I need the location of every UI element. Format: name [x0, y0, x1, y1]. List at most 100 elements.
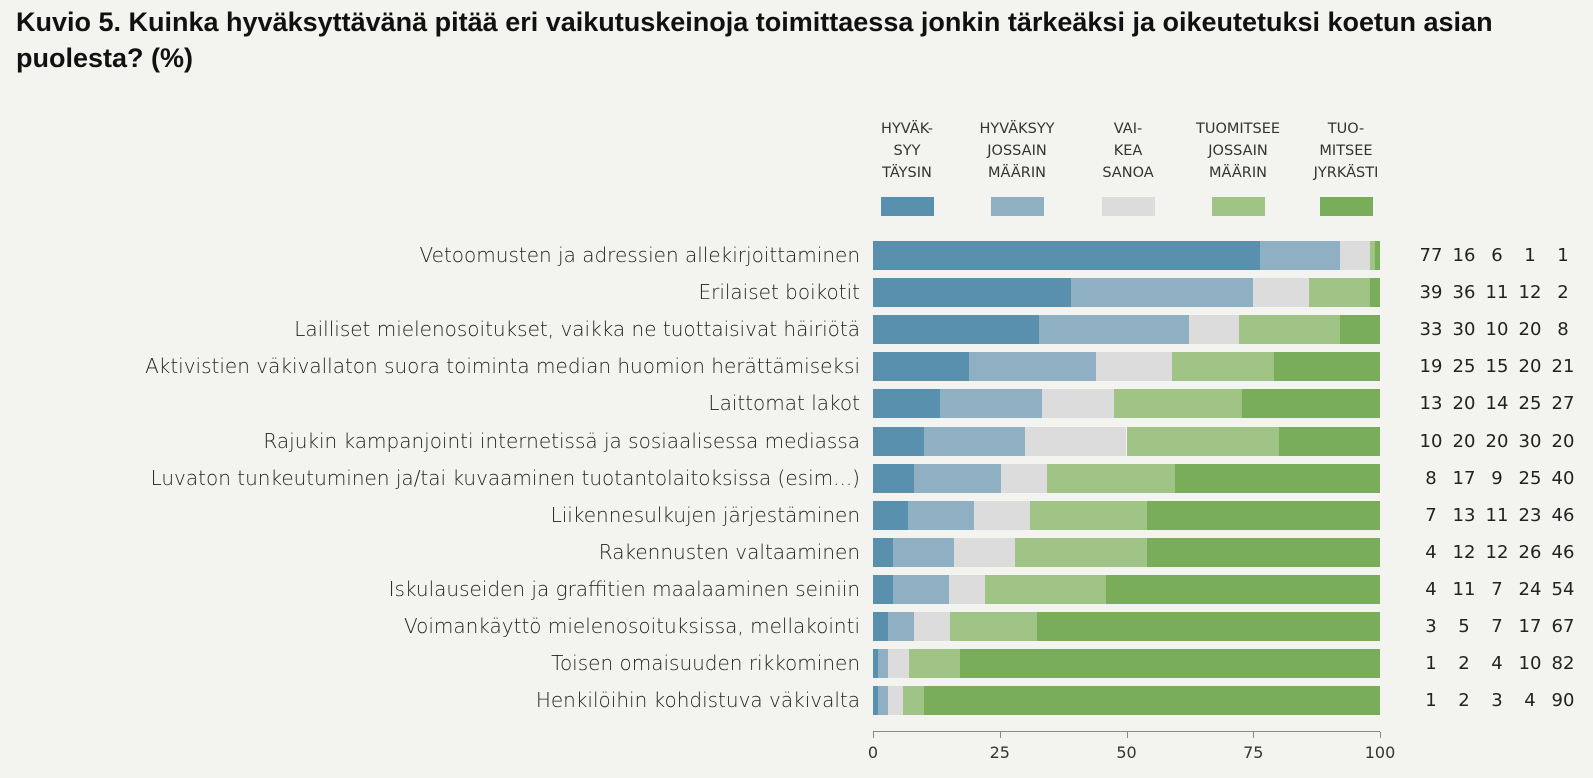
bar-segment: [1025, 426, 1127, 456]
data-label: 82: [1551, 653, 1575, 675]
data-label: 17: [1518, 616, 1542, 637]
bar-segment: [1309, 278, 1370, 308]
legend-label: TUOMITSEE JOSSAIN MÄÄRIN: [1195, 121, 1281, 181]
bar-segment: [949, 612, 1037, 641]
bar-segment: [913, 612, 950, 641]
data-label: 8: [1425, 467, 1437, 489]
bar-segment: [888, 686, 904, 716]
legend-swatch: [1320, 197, 1373, 216]
bar-segment: [873, 500, 909, 530]
legend-label: HYVÄK- SYY TÄYSIN: [881, 121, 933, 181]
data-label: 33: [1419, 319, 1443, 341]
bar-segment: [1369, 241, 1375, 270]
data-label: 19: [1419, 356, 1443, 378]
data-label: 20: [1452, 393, 1476, 415]
bar-segment: [969, 352, 1097, 382]
bar-segment: [1042, 389, 1114, 419]
tick-label: 50: [1116, 743, 1137, 762]
bar-segment: [1339, 241, 1370, 270]
data-label: 13: [1419, 393, 1443, 415]
bar-segment: [878, 686, 889, 716]
category-label: Luvaton tunkeutuminen ja/tai kuvaaminen …: [150, 465, 860, 490]
bar-segment: [888, 612, 914, 641]
data-label: 12: [1518, 282, 1542, 304]
bar-segment: [1146, 500, 1380, 530]
bar-segment: [1030, 500, 1147, 530]
legend-swatch: [881, 197, 934, 216]
bar-segment: [974, 500, 1031, 530]
category-label: Aktivistien väkivallaton suora toiminta …: [145, 354, 860, 379]
tick-label: 25: [989, 743, 1010, 762]
legend-swatch: [1212, 197, 1265, 216]
bar-segment: [923, 426, 1026, 456]
data-label: 14: [1485, 393, 1509, 415]
data-label: 9: [1491, 467, 1503, 489]
tick-mark: [1253, 732, 1255, 738]
legend-label: HYVÄKSYY JOSSAIN MÄÄRIN: [979, 121, 1055, 181]
bar-segment: [873, 463, 914, 493]
data-label: 27: [1551, 393, 1575, 415]
bar-segment: [1047, 463, 1176, 493]
data-label: 8: [1557, 319, 1569, 341]
data-label: 24: [1518, 578, 1542, 600]
data-label: 77: [1419, 245, 1443, 266]
category-label: Rakennusten valtaaminen: [598, 539, 860, 564]
bar-segment: [923, 686, 1380, 716]
data-label: 2: [1458, 690, 1470, 712]
data-label: 13: [1452, 504, 1476, 526]
data-label: 17: [1452, 467, 1476, 489]
data-label: 1: [1557, 245, 1569, 266]
category-label: Erilaiset boikotit: [698, 280, 860, 305]
data-label: 12: [1485, 541, 1509, 563]
data-label: 7: [1425, 504, 1437, 526]
bar-segment: [939, 389, 1042, 419]
data-label: 67: [1551, 616, 1575, 637]
data-label: 46: [1551, 541, 1575, 563]
data-label: 20: [1551, 430, 1575, 452]
category-label: Rajukin kampanjointi internetissä ja sos…: [263, 428, 860, 453]
bar-segment: [913, 463, 1002, 493]
data-label: 25: [1518, 393, 1542, 415]
category-label: Lailliset mielenosoitukset, vaikka ne tu…: [294, 317, 860, 342]
data-label: 20: [1518, 319, 1542, 341]
data-label: 10: [1419, 430, 1443, 452]
bar-segment: [873, 574, 894, 604]
bar-segment: [873, 389, 940, 419]
bar-segment: [1339, 315, 1380, 345]
data-label: 25: [1518, 467, 1542, 489]
bar-segment: [873, 241, 1260, 270]
legend-swatch: [991, 197, 1044, 216]
data-label: 30: [1452, 319, 1476, 341]
bar-segment: [1096, 352, 1173, 382]
data-label: 20: [1518, 356, 1542, 378]
bar-segment: [893, 537, 955, 567]
tick-mark: [1126, 732, 1128, 738]
data-label: 1: [1425, 653, 1437, 675]
data-label: 4: [1425, 578, 1437, 600]
data-label: 11: [1485, 282, 1509, 304]
category-label: Iskulauseiden ja graffitien maalaaminen …: [388, 576, 860, 601]
bar-segment: [1001, 463, 1048, 493]
tick-label: 75: [1243, 743, 1264, 762]
bar-segment: [873, 612, 889, 641]
bar-segment: [984, 574, 1107, 604]
bar-segment: [1278, 426, 1380, 456]
data-label: 1: [1524, 245, 1536, 266]
bar-segment: [1106, 574, 1380, 604]
tick-label: 100: [1364, 743, 1396, 762]
data-label: 4: [1524, 690, 1536, 712]
data-label: 36: [1452, 282, 1476, 304]
bar-segment: [908, 649, 961, 679]
bar-segment: [1126, 426, 1279, 456]
data-label: 16: [1452, 245, 1476, 266]
bar-segment: [1253, 278, 1310, 308]
data-label: 4: [1491, 653, 1503, 675]
data-label: 11: [1485, 504, 1509, 526]
chart-title: Kuvio 5. Kuinka hyväksyttävänä pitää eri…: [16, 7, 1493, 73]
legend-label: TUO- MITSEE JYRKÄSTI: [1313, 121, 1379, 181]
tick-mark: [1380, 732, 1381, 738]
data-label: 1: [1425, 690, 1437, 712]
bar-segment: [1273, 352, 1380, 382]
category-label: Voimankäyttö mielenosoituksissa, mellako…: [403, 614, 860, 638]
data-label: 54: [1551, 578, 1575, 600]
